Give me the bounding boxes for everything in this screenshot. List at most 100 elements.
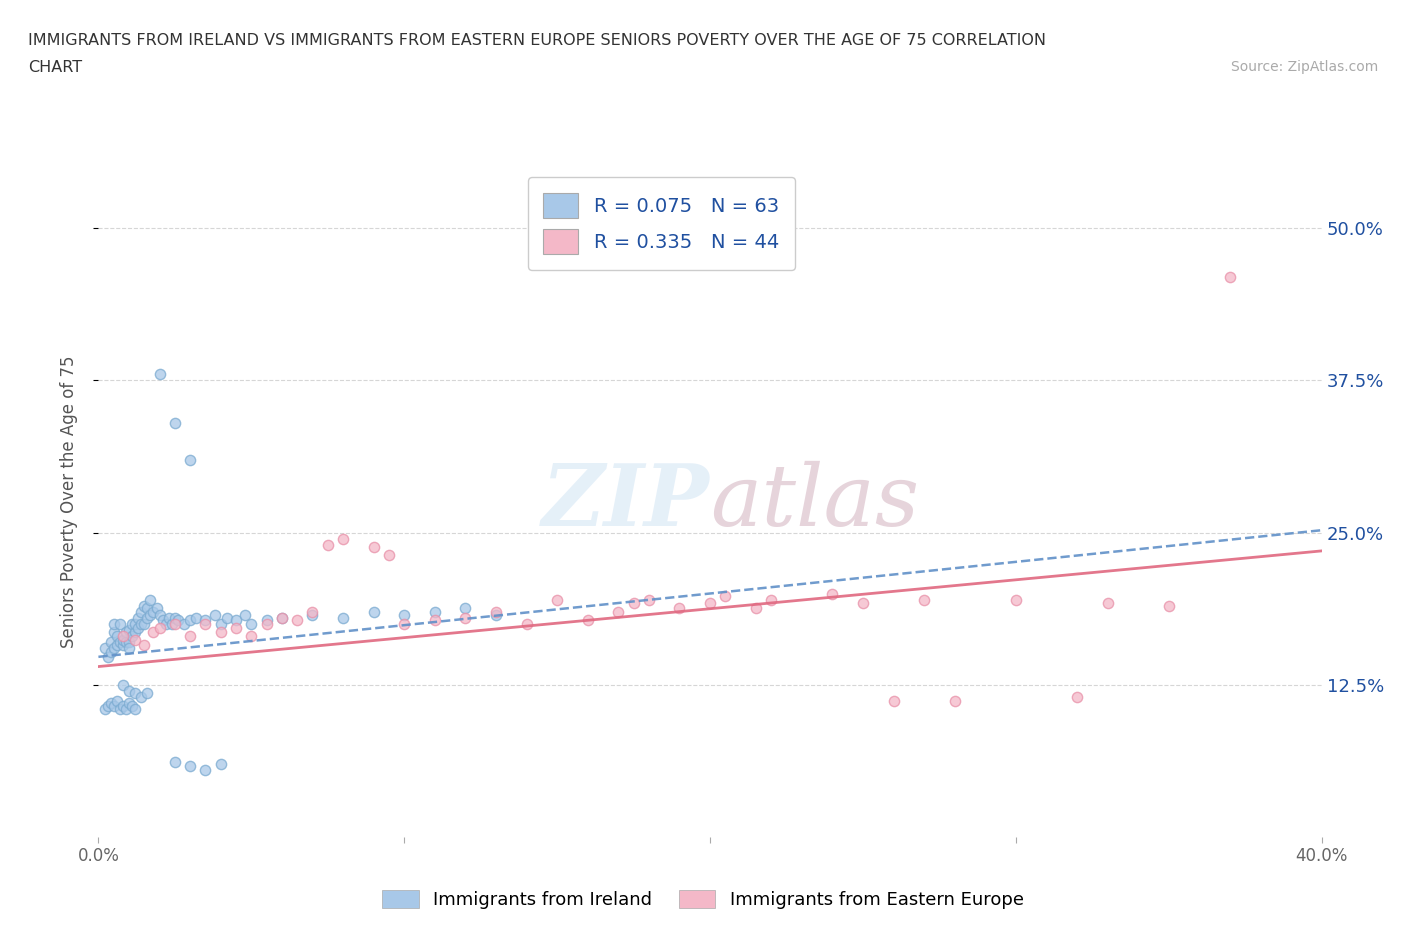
Point bbox=[270, 610, 292, 625]
Point bbox=[1004, 592, 1026, 607]
Point bbox=[142, 625, 165, 640]
Point bbox=[152, 613, 174, 628]
Point bbox=[134, 598, 156, 613]
Point bbox=[118, 641, 141, 656]
Point bbox=[378, 547, 401, 562]
Point bbox=[115, 625, 138, 640]
Point bbox=[607, 604, 630, 619]
Point bbox=[97, 649, 120, 664]
Point bbox=[124, 625, 146, 640]
Point bbox=[392, 617, 416, 631]
Point bbox=[118, 622, 141, 637]
Point bbox=[160, 617, 183, 631]
Point bbox=[204, 608, 226, 623]
Point bbox=[100, 635, 122, 650]
Point bbox=[108, 635, 131, 650]
Point bbox=[332, 610, 354, 625]
Point bbox=[194, 613, 217, 628]
Point bbox=[454, 601, 477, 616]
Point bbox=[179, 759, 201, 774]
Point bbox=[118, 635, 141, 650]
Point bbox=[103, 698, 125, 713]
Point bbox=[209, 617, 232, 631]
Point bbox=[209, 625, 232, 640]
Point bbox=[136, 601, 159, 616]
Point bbox=[103, 641, 125, 656]
Point bbox=[127, 610, 149, 625]
Point bbox=[912, 592, 935, 607]
Point bbox=[93, 702, 115, 717]
Point bbox=[100, 644, 122, 659]
Point bbox=[516, 617, 538, 631]
Point bbox=[129, 689, 152, 704]
Point bbox=[163, 617, 186, 631]
Point bbox=[149, 608, 172, 623]
Point bbox=[240, 617, 263, 631]
Point bbox=[714, 589, 737, 604]
Point bbox=[124, 686, 146, 701]
Point bbox=[194, 617, 217, 631]
Point bbox=[179, 613, 201, 628]
Point bbox=[256, 613, 278, 628]
Point bbox=[179, 629, 201, 644]
Point bbox=[139, 608, 162, 623]
Point bbox=[163, 754, 186, 769]
Point bbox=[233, 608, 256, 623]
Point bbox=[124, 617, 146, 631]
Point bbox=[124, 632, 146, 647]
Point bbox=[332, 531, 354, 546]
Point bbox=[623, 596, 645, 611]
Legend: R = 0.075   N = 63, R = 0.335   N = 44: R = 0.075 N = 63, R = 0.335 N = 44 bbox=[527, 177, 794, 270]
Point bbox=[93, 641, 115, 656]
Point bbox=[145, 601, 167, 616]
Point bbox=[115, 635, 138, 650]
Point bbox=[301, 604, 323, 619]
Point bbox=[103, 625, 125, 640]
Point bbox=[149, 367, 172, 382]
Point bbox=[155, 617, 177, 631]
Point bbox=[363, 604, 385, 619]
Point bbox=[363, 539, 385, 554]
Point bbox=[240, 629, 263, 644]
Point bbox=[124, 702, 146, 717]
Point bbox=[121, 617, 143, 631]
Point bbox=[194, 763, 217, 777]
Point bbox=[225, 613, 247, 628]
Point bbox=[118, 696, 141, 711]
Y-axis label: Seniors Poverty Over the Age of 75: Seniors Poverty Over the Age of 75 bbox=[59, 356, 77, 648]
Point bbox=[118, 684, 141, 698]
Point bbox=[225, 620, 247, 635]
Point bbox=[111, 677, 134, 692]
Point bbox=[100, 696, 122, 711]
Point bbox=[111, 637, 134, 652]
Point bbox=[546, 592, 568, 607]
Point bbox=[136, 686, 159, 701]
Point bbox=[121, 629, 143, 644]
Point bbox=[134, 617, 156, 631]
Point bbox=[256, 617, 278, 631]
Point bbox=[129, 604, 152, 619]
Point bbox=[129, 617, 152, 631]
Text: IMMIGRANTS FROM IRELAND VS IMMIGRANTS FROM EASTERN EUROPE SENIORS POVERTY OVER T: IMMIGRANTS FROM IRELAND VS IMMIGRANTS FR… bbox=[28, 33, 1046, 47]
Point bbox=[821, 586, 844, 601]
Point bbox=[111, 698, 134, 713]
Point bbox=[485, 608, 508, 623]
Point bbox=[1219, 270, 1241, 285]
Point bbox=[139, 592, 162, 607]
Point bbox=[105, 629, 128, 644]
Point bbox=[115, 702, 138, 717]
Point bbox=[392, 608, 416, 623]
Point bbox=[668, 601, 690, 616]
Point bbox=[157, 610, 180, 625]
Point bbox=[759, 592, 782, 607]
Point bbox=[852, 596, 875, 611]
Point bbox=[943, 693, 966, 708]
Point bbox=[111, 629, 134, 644]
Point bbox=[316, 538, 339, 552]
Point bbox=[163, 610, 186, 625]
Text: ZIP: ZIP bbox=[543, 460, 710, 544]
Point bbox=[167, 613, 190, 628]
Point bbox=[173, 617, 195, 631]
Point bbox=[103, 617, 125, 631]
Point bbox=[209, 756, 232, 771]
